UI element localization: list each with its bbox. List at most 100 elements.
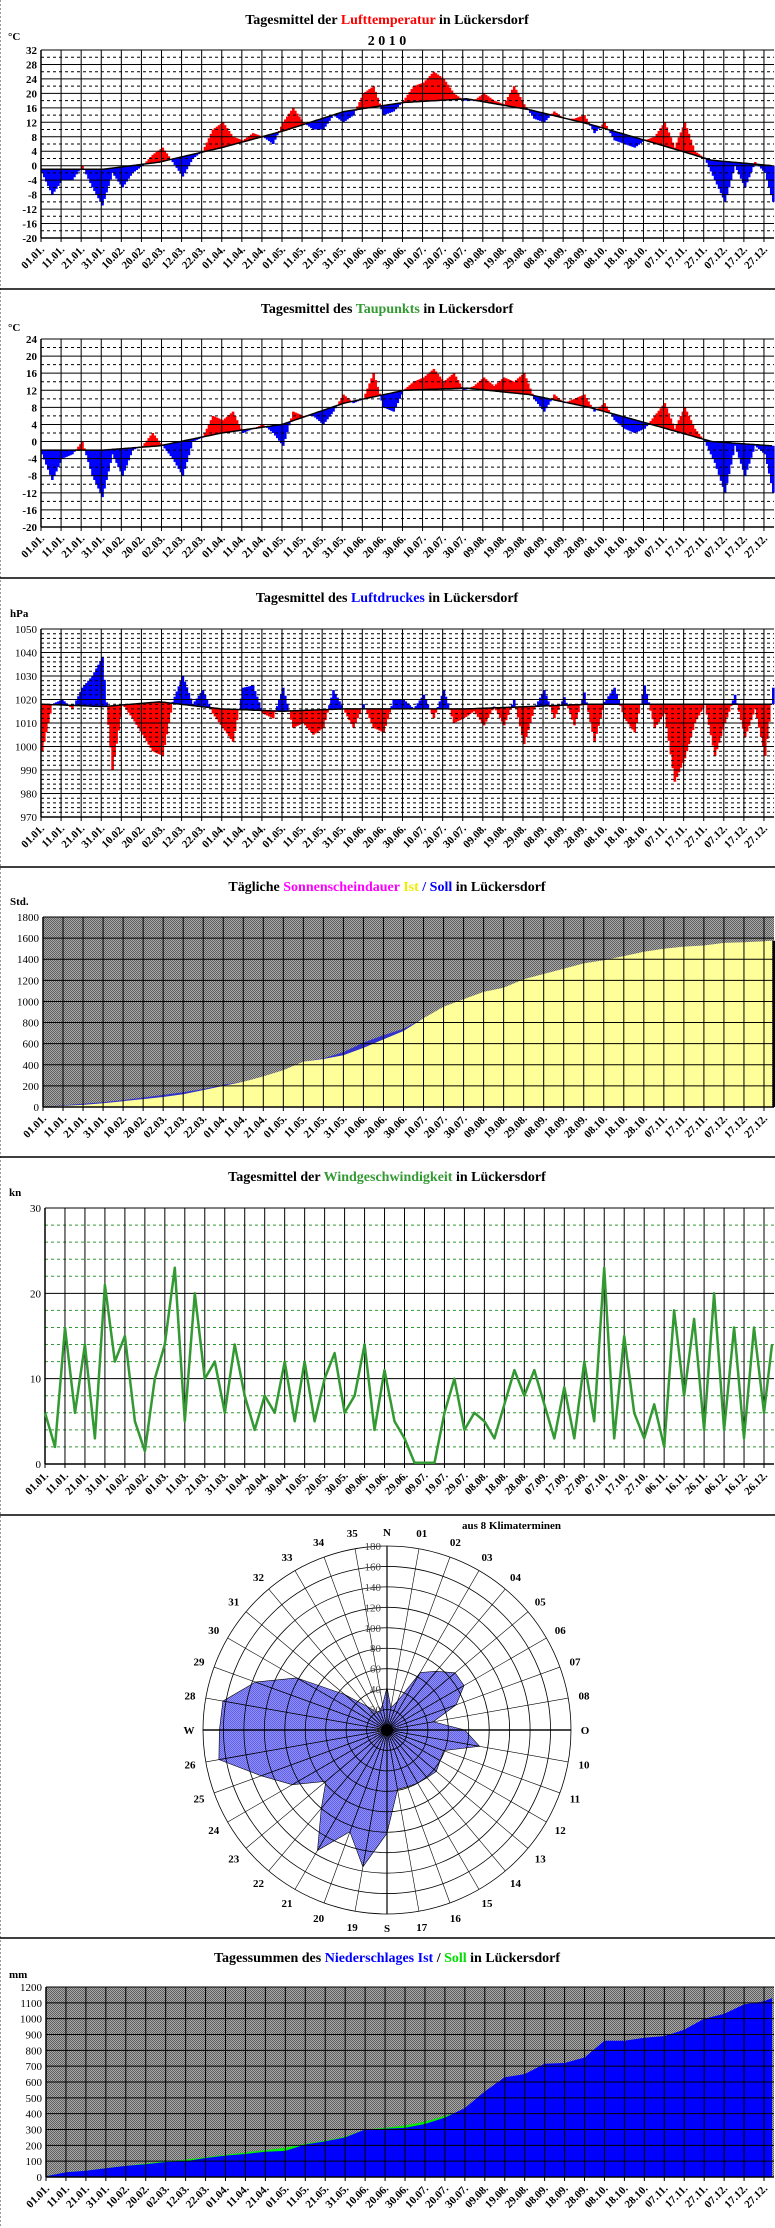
anomaly-bar [549, 398, 552, 402]
anomaly-bar [571, 704, 574, 720]
rose-spoke [268, 1588, 388, 1731]
anomaly-bar [330, 697, 333, 710]
anomaly-bar [279, 424, 283, 444]
anomaly-bar [470, 386, 474, 389]
anomaly-bar [420, 378, 424, 390]
anomaly-bar [292, 710, 295, 728]
anomaly-bar [390, 706, 394, 709]
direction-label: N [383, 1527, 391, 1539]
ring-label: 160 [365, 1561, 382, 1573]
anomaly-bar [123, 704, 126, 708]
anomaly-bar [45, 704, 48, 733]
anomaly-bar [265, 426, 269, 428]
y-tick-label: 900 [26, 2030, 43, 2042]
anomaly-bar [171, 701, 175, 704]
y-tick-label: 0 [37, 2172, 43, 2184]
chart-title-sunshine: Tägliche Sonnenscheindauer Ist / Soll in… [228, 880, 546, 895]
direction-label: 04 [510, 1572, 522, 1584]
anomaly-bar [675, 424, 679, 432]
anomaly-bar [681, 704, 685, 763]
anomaly-bar [729, 704, 733, 707]
ring-label: 140 [365, 1582, 382, 1594]
anomaly-bar [476, 708, 480, 717]
anomaly-bar [553, 705, 556, 719]
anomaly-bar [496, 102, 500, 105]
anomaly-bar [619, 132, 622, 143]
y-tick-label: 400 [23, 1060, 40, 1072]
anomaly-bar [488, 708, 492, 715]
anomaly-bar [213, 707, 217, 717]
anomaly-bar [89, 450, 92, 469]
anomaly-bar [717, 160, 721, 189]
anomaly-bar [569, 400, 572, 404]
anomaly-bar [488, 97, 492, 103]
anomaly-bar [398, 103, 402, 105]
anomaly-bar [739, 162, 743, 179]
anomaly-bar [767, 165, 771, 188]
anomaly-bar [410, 383, 414, 391]
rose-spoke [386, 1611, 529, 1731]
area-ist [46, 1998, 773, 2177]
anomaly-bar [95, 169, 98, 195]
anomaly-bar [161, 147, 165, 162]
y-tick-label: 24 [26, 74, 38, 86]
anomaly-bar [169, 702, 173, 713]
anomaly-bar [595, 704, 598, 734]
anomaly-bar [247, 429, 251, 431]
anomaly-bar [563, 697, 566, 706]
anomaly-bar [123, 166, 126, 185]
anomaly-bar [45, 450, 48, 465]
anomaly-bar [657, 704, 661, 723]
anomaly-bar [524, 706, 528, 738]
anomaly-bar [41, 450, 44, 455]
anomaly-bar [328, 705, 331, 710]
anomaly-bar [151, 154, 155, 164]
anomaly-bar [298, 116, 301, 127]
anomaly-bar [462, 99, 466, 101]
anomaly-bar [689, 420, 693, 436]
anomaly-bar [502, 707, 506, 726]
anomaly-bar [474, 384, 478, 389]
anomaly-bar [675, 704, 679, 778]
anomaly-bar [543, 113, 546, 123]
anomaly-bar [705, 158, 709, 163]
anomaly-bar [697, 154, 701, 157]
anomaly-bar [105, 169, 108, 193]
anomaly-bar [424, 80, 428, 102]
anomaly-bar [553, 394, 556, 400]
anomaly-bar [500, 103, 504, 105]
anomaly-bar [65, 169, 68, 181]
anomaly-bar [506, 707, 510, 716]
y-tick-label: 20 [26, 88, 38, 100]
anomaly-bar [275, 132, 279, 136]
anomaly-bar [392, 392, 396, 412]
anomaly-bar [330, 407, 333, 415]
anomaly-bar [589, 704, 592, 723]
anomaly-bar [320, 411, 323, 423]
anomaly-bar [597, 704, 600, 726]
anomaly-bar [693, 428, 697, 437]
y-tick-label: 1020 [15, 695, 38, 707]
anomaly-bar [398, 391, 402, 399]
anomaly-bar [695, 704, 699, 720]
anomaly-bar [362, 93, 365, 109]
rose-spoke [386, 1729, 547, 1823]
anomaly-bar [237, 138, 241, 144]
anomaly-bar [733, 162, 737, 166]
anomaly-bar [127, 166, 130, 179]
anomaly-bar [316, 120, 319, 130]
anomaly-bar [721, 704, 725, 730]
anomaly-bar [408, 91, 412, 103]
anomaly-bar [111, 168, 114, 173]
anomaly-bar [177, 157, 181, 171]
anomaly-bar [384, 394, 388, 409]
anomaly-bar [506, 379, 510, 393]
anomaly-bar [444, 696, 448, 709]
anomaly-bar [737, 704, 741, 712]
anomaly-bar [418, 379, 422, 390]
anomaly-bar [215, 126, 219, 150]
anomaly-bar [474, 99, 478, 101]
anomaly-bar [482, 708, 486, 726]
anomaly-bar [197, 437, 201, 439]
anomaly-bar [422, 377, 426, 390]
